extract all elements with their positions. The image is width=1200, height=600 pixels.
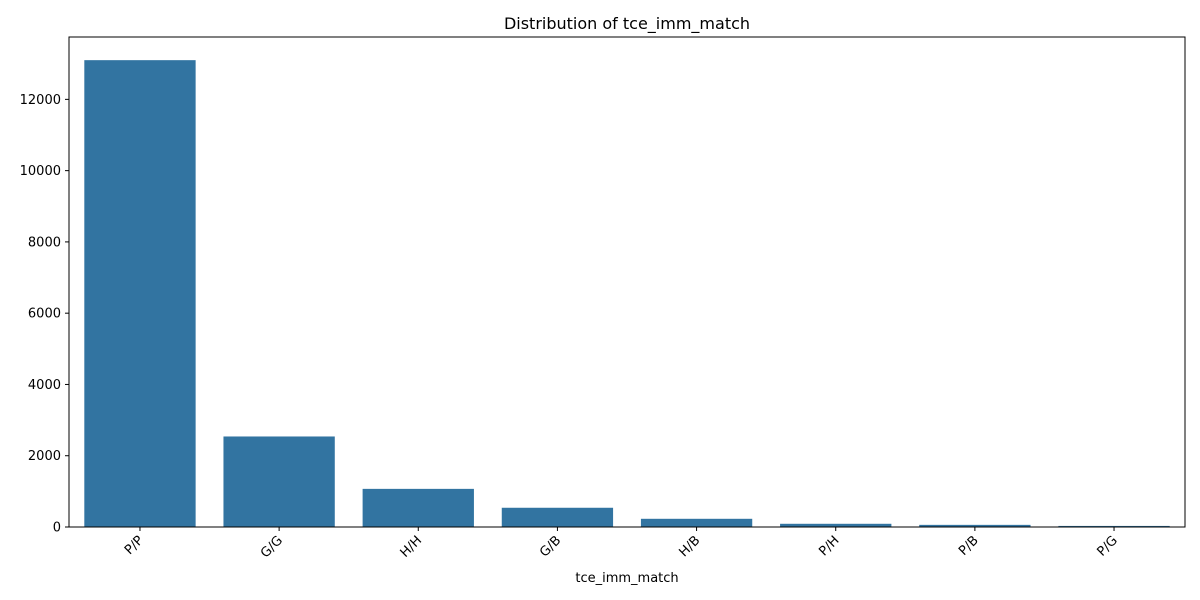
bar-p-h [780,523,892,527]
y-tick-label: 4000 [28,378,61,393]
y-tick-label: 0 [53,521,61,536]
bars-group [84,60,1170,527]
x-tick-label: G/G [258,533,286,561]
x-tick-label: P/P [122,533,147,558]
bar-p-b [919,524,1031,527]
bar-g-b [501,507,614,527]
x-tick-label: H/H [398,533,426,561]
bar-h-h [362,488,474,527]
x-tick-label: G/B [537,533,564,560]
x-tick-label: P/H [816,533,842,559]
x-tick-label: P/G [1094,533,1120,559]
chart-title: Distribution of tce_imm_match [504,14,750,34]
y-tick-label: 2000 [28,449,61,464]
bar-g-g [223,436,335,527]
y-tick-label: 12000 [20,93,61,108]
x-axis-label: tce_imm_match [575,571,678,586]
y-tick-label: 8000 [28,235,61,250]
x-axis: P/P G/G H/H G/B H/B P/H P/B P/G [122,527,1121,561]
bar-p-g [1058,525,1170,527]
bar-p-p [84,60,196,527]
x-tick-label: H/B [676,533,703,560]
bar-h-b [640,518,753,527]
y-axis: 0 2000 4000 6000 8000 10000 12000 [20,93,69,536]
plot-frame [68,36,1186,528]
y-tick-label: 6000 [28,307,61,322]
y-tick-label: 10000 [20,164,61,179]
x-tick-label: P/B [956,533,982,559]
